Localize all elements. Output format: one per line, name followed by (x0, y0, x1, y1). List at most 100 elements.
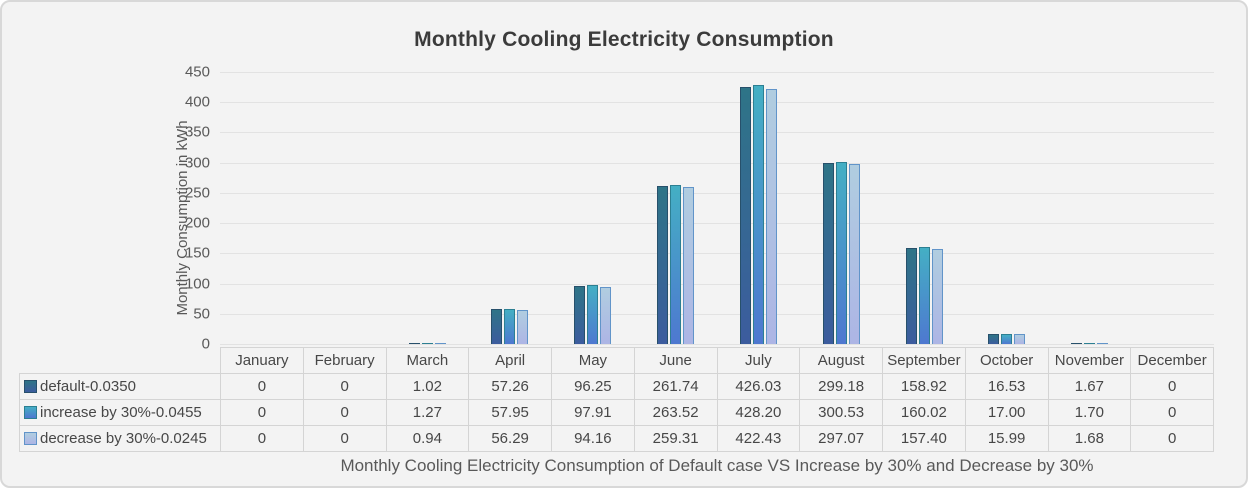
month-header-august: August (799, 347, 883, 374)
value-cell-december-series-2: 0 (1130, 425, 1214, 452)
value-cell-july-series-2: 422.43 (716, 425, 801, 452)
table-row-series-1: increase by 30%-0.0455 0 0 1.27 57.95 97.91 26… (19, 399, 1214, 426)
bar-july-series-1 (752, 85, 764, 344)
gridline-300 (220, 162, 1214, 164)
value-cell-january-series-2: 0 (220, 425, 304, 452)
bar-september-series-0 (905, 247, 917, 344)
value-cell-may-series-1: 97.91 (551, 399, 635, 426)
plot-area (220, 72, 1214, 345)
series-label-cell-2: decrease by 30%-0.0245 (19, 425, 221, 452)
value-cell-november-series-2: 1.68 (1047, 425, 1132, 452)
bar-april-series-0 (491, 309, 503, 344)
value-cell-july-series-0: 426.03 (716, 373, 801, 400)
value-cell-october-series-2: 15.99 (964, 425, 1049, 452)
value-cell-december-series-1: 0 (1130, 399, 1214, 426)
month-header-may: May (551, 347, 635, 374)
bar-august-series-2 (848, 164, 860, 344)
bar-august-series-1 (835, 162, 847, 344)
value-cell-march-series-0: 1.02 (385, 373, 470, 400)
bar-march-series-1 (421, 343, 433, 344)
value-cell-june-series-0: 261.74 (633, 373, 718, 400)
series-label-cell-1: increase by 30%-0.0455 (19, 399, 221, 426)
value-cell-october-series-0: 16.53 (964, 373, 1049, 400)
bar-april-series-1 (504, 308, 516, 344)
month-header-october: October (964, 347, 1049, 374)
legend-swatch-icon (24, 432, 37, 445)
table-corner-cell (20, 348, 221, 374)
value-cell-october-series-1: 17.00 (964, 399, 1049, 426)
bar-november-series-2 (1097, 343, 1109, 344)
month-header-july: July (716, 347, 801, 374)
bar-november-series-1 (1084, 342, 1096, 344)
bar-september-series-2 (931, 248, 943, 344)
gridline-100 (220, 283, 1214, 285)
gridline-400 (220, 102, 1214, 104)
y-tick-label-450: 450 (184, 63, 210, 81)
y-tick-label-150: 150 (184, 244, 210, 262)
value-cell-november-series-0: 1.67 (1047, 373, 1132, 400)
value-cell-july-series-1: 428.20 (716, 399, 801, 426)
value-cell-september-series-0: 158.92 (882, 373, 966, 400)
value-cell-january-series-0: 0 (220, 373, 304, 400)
value-cell-february-series-1: 0 (302, 399, 387, 426)
value-cell-march-series-1: 1.27 (385, 399, 470, 426)
value-cell-may-series-2: 94.16 (551, 425, 635, 452)
series-label-cell-0: default-0.0350 (19, 373, 221, 400)
value-cell-february-series-2: 0 (302, 425, 387, 452)
bar-march-series-0 (408, 343, 420, 344)
gridline-350 (220, 132, 1214, 134)
y-tick-label-300: 300 (184, 154, 210, 172)
gridline-200 (220, 223, 1214, 225)
value-cell-june-series-2: 259.31 (633, 425, 718, 452)
gridline-50 (220, 313, 1214, 315)
bar-june-series-0 (657, 185, 669, 344)
bar-october-series-1 (1001, 333, 1013, 344)
chart-title: Monthly Cooling Electricity Consumption (414, 28, 834, 51)
value-cell-september-series-1: 160.02 (882, 399, 966, 426)
legend-swatch-icon (24, 380, 37, 393)
chart-caption: Monthly Cooling Electricity Consumption … (340, 456, 1094, 475)
y-tick-label-100: 100 (184, 275, 210, 293)
gridline-0 (220, 344, 1214, 345)
data-table: January February March April May June July Augu… (19, 347, 1214, 452)
value-cell-april-series-1: 57.95 (468, 399, 552, 426)
y-tick-label-350: 350 (184, 123, 210, 141)
month-header-march: March (385, 347, 470, 374)
value-cell-june-series-1: 263.52 (633, 399, 718, 426)
table-row-series-2: decrease by 30%-0.0245 0 0 0.94 56.29 94.16 25… (19, 425, 1214, 452)
y-axis-tick-labels: 0 50 100 150 200 250 300 350 400 450 (152, 64, 210, 353)
value-cell-november-series-1: 1.70 (1047, 399, 1132, 426)
legend-swatch-icon (24, 406, 37, 419)
bar-may-series-1 (587, 284, 599, 344)
bar-may-series-0 (574, 285, 586, 344)
month-header-april: April (468, 347, 552, 374)
value-cell-march-series-2: 0.94 (385, 425, 470, 452)
bar-june-series-1 (670, 184, 682, 344)
y-tick-label-200: 200 (184, 214, 210, 232)
table-header-row: January February March April May June July Augu… (20, 347, 1214, 374)
gridline-250 (220, 192, 1214, 194)
value-cell-december-series-0: 0 (1130, 373, 1214, 400)
month-header-january: January (220, 347, 304, 374)
month-header-february: February (302, 347, 387, 374)
bar-july-series-0 (739, 86, 751, 344)
y-tick-label-50: 50 (193, 305, 210, 323)
bar-may-series-2 (600, 287, 612, 344)
month-header-november: November (1047, 347, 1132, 374)
bar-april-series-2 (517, 309, 529, 344)
month-header-december: December (1130, 347, 1214, 374)
value-cell-may-series-0: 96.25 (551, 373, 635, 400)
value-cell-august-series-0: 299.18 (799, 373, 883, 400)
bar-june-series-2 (683, 187, 695, 344)
value-cell-april-series-0: 57.26 (468, 373, 552, 400)
month-header-june: June (633, 347, 718, 374)
y-tick-label-250: 250 (184, 184, 210, 202)
y-tick-label-0: 0 (201, 335, 210, 353)
gridline-150 (220, 253, 1214, 255)
bar-september-series-1 (918, 247, 930, 344)
bar-march-series-2 (434, 343, 446, 344)
bar-july-series-2 (765, 88, 777, 344)
y-tick-label-400: 400 (184, 93, 210, 111)
table-row-series-0: default-0.0350 0 0 1.02 57.26 96.25 261.74 426.… (19, 373, 1214, 400)
